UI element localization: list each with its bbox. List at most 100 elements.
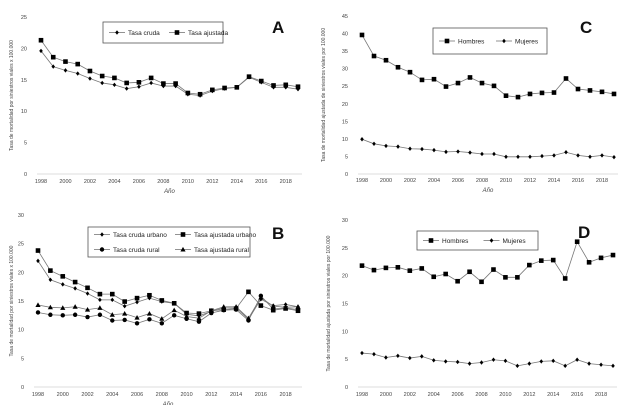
x-tick-label: 2004 <box>428 178 440 184</box>
x-tick-label: 2012 <box>206 179 218 185</box>
y-tick-label: 10 <box>342 329 348 335</box>
data-point <box>360 137 364 142</box>
data-point <box>563 76 569 81</box>
data-point <box>122 303 127 309</box>
y-tick-label: 5 <box>21 356 24 362</box>
data-point <box>110 297 115 303</box>
data-point <box>419 77 425 83</box>
data-point <box>36 258 40 264</box>
data-point <box>467 75 473 80</box>
x-tick-label: 1998 <box>35 179 47 185</box>
data-point <box>234 85 240 90</box>
data-point <box>147 295 152 301</box>
data-point <box>515 94 521 100</box>
x-tick-label: 2016 <box>572 178 584 184</box>
data-point <box>258 78 264 84</box>
data-point <box>372 351 376 357</box>
x-tick-label: 2008 <box>475 392 487 398</box>
data-point <box>98 297 102 303</box>
data-point <box>574 239 580 245</box>
data-point <box>48 268 53 273</box>
data-point <box>527 91 533 97</box>
y-tick-label: 25 <box>342 84 348 90</box>
data-point <box>540 153 544 159</box>
legend-marker <box>174 30 180 35</box>
x-tick-label: 2002 <box>404 178 416 184</box>
x-axis-label: Año <box>162 402 174 405</box>
data-point <box>552 153 556 158</box>
data-point <box>564 150 568 155</box>
data-point <box>575 86 581 92</box>
data-point <box>515 275 520 280</box>
x-tick-label: 1998 <box>32 392 44 398</box>
legend-marker <box>100 232 104 237</box>
legend-label: Tasa ajustada urbano <box>194 232 257 239</box>
legend-label: Mujeres <box>515 38 539 45</box>
data-point <box>122 299 127 304</box>
data-point <box>359 263 365 268</box>
data-point <box>109 312 115 317</box>
data-point <box>136 80 142 85</box>
panel-letter: C <box>580 18 592 37</box>
chart-panel-a: 0 5 10 15 20 25 1998 2000 2002 2004 2006 2008 2010 20… <box>9 15 302 195</box>
data-point <box>586 260 592 265</box>
data-point <box>432 147 436 153</box>
data-point <box>51 64 56 69</box>
data-point <box>419 266 425 271</box>
series-line <box>361 240 614 283</box>
legend-marker <box>428 238 434 243</box>
data-point <box>63 59 68 64</box>
data-point <box>371 267 377 273</box>
x-tick-label: 2012 <box>523 392 535 398</box>
data-point <box>408 355 412 361</box>
data-point <box>50 54 56 60</box>
data-point <box>539 90 545 96</box>
x-axis-label: Año <box>482 188 494 194</box>
data-point <box>100 80 104 86</box>
y-tick-label: 20 <box>21 46 27 52</box>
x-tick-label: 2018 <box>279 392 291 398</box>
data-point <box>455 359 460 365</box>
data-point <box>372 141 376 147</box>
x-tick-label: 2018 <box>280 179 292 185</box>
data-point <box>221 307 226 313</box>
x-tick-label: 2010 <box>182 179 194 185</box>
data-point <box>35 302 41 308</box>
x-tick-label: 1998 <box>356 392 368 398</box>
panel-letter: A <box>272 18 284 37</box>
data-point <box>147 317 152 322</box>
data-point <box>527 361 532 366</box>
data-point <box>149 80 153 86</box>
data-point <box>443 271 448 277</box>
data-point <box>283 304 289 310</box>
data-point <box>600 153 604 158</box>
data-point <box>562 276 568 281</box>
series-line <box>361 138 615 158</box>
data-point <box>148 75 154 81</box>
data-point <box>60 282 65 287</box>
y-tick-label: 40 <box>342 32 348 38</box>
data-point <box>407 268 413 273</box>
data-point <box>35 310 41 315</box>
x-tick-label: 2014 <box>548 178 560 184</box>
data-point <box>588 154 592 159</box>
data-point <box>35 248 41 253</box>
data-point <box>124 86 129 91</box>
data-point <box>599 362 603 367</box>
data-point <box>87 68 93 74</box>
data-point <box>60 305 66 310</box>
data-point <box>407 69 413 75</box>
data-point <box>516 154 520 159</box>
data-point <box>72 312 78 317</box>
data-point <box>563 363 567 369</box>
data-point <box>109 291 115 297</box>
data-point <box>85 314 90 320</box>
data-point <box>491 357 496 362</box>
data-point <box>396 353 400 359</box>
x-tick-label: 2014 <box>230 392 242 398</box>
data-point <box>431 358 436 363</box>
data-point <box>197 91 203 97</box>
data-point <box>479 360 484 365</box>
y-tick-label: 15 <box>18 299 24 305</box>
series-line <box>37 260 299 320</box>
